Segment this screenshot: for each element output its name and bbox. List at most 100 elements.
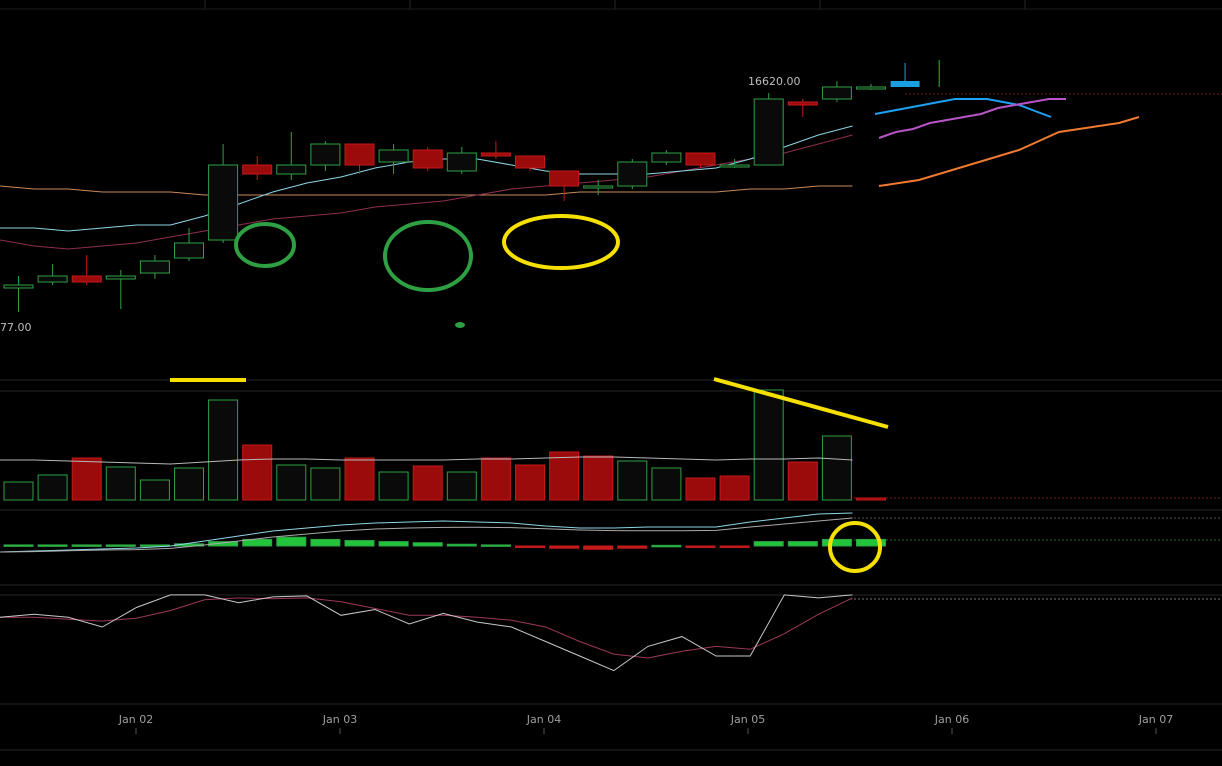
volume-bar [37,474,68,501]
stoch-d-line [0,597,853,659]
candle-body [139,260,170,274]
candle-body [71,275,102,283]
annotation-yellow-line [713,377,889,429]
macd-histogram-bar [208,541,239,547]
volume-bar [583,455,614,501]
candle-body [208,164,239,241]
volume-bar [3,481,34,501]
volume-bar [412,465,443,501]
macd-histogram-bar [787,541,818,547]
candle-body [617,161,648,187]
volume-bar [242,444,273,501]
macd-histogram-bar [821,538,852,547]
annotation-green-circle [383,220,473,292]
macd-histogram-bar [685,545,716,548]
stochastic-layer [0,594,853,672]
volume-bar [719,475,750,501]
macd-histogram-bar [37,544,68,547]
annotation-yellow-circle [502,214,620,270]
macd-histogram-bar [344,540,375,547]
x-axis: Jan 02 Jan 03 Jan 04 Jan 05 Jan 06 Jan 0… [118,713,1173,734]
price-high-label: 16620.00 [748,75,801,88]
candle-body [276,164,307,175]
candle-body [753,98,784,166]
volume-bar [71,457,102,501]
volume-bar [515,464,545,501]
candle-body [515,155,545,169]
volume-bar [139,479,170,501]
macd-signal-line [0,517,853,553]
annotations [170,214,889,573]
candle-body [719,164,750,168]
ma-long-line [0,185,853,196]
annotation-green-circle [234,222,296,268]
candle-body [344,143,375,166]
annotation-green-dot [455,322,465,328]
volume-bar [378,471,409,501]
candles-layer [3,60,940,312]
x-tick-label: Jan 07 [1138,713,1173,726]
projection-slow-line [878,98,1066,139]
volume-bar [617,460,648,501]
x-tick-label: Jan 03 [322,713,357,726]
candle-body [821,86,852,100]
projection-long-line [878,116,1140,187]
x-tick-label: Jan 05 [730,713,765,726]
projection-fast-line [874,98,1052,118]
macd-layer [0,512,886,553]
volume-bar [310,467,341,501]
macd-histogram-bar [310,538,341,547]
macd-histogram-bar [276,536,307,547]
macd-histogram-bar [719,545,750,548]
candle-body [480,152,511,157]
candle-body [37,275,68,283]
stoch-k-line [0,594,853,672]
volume-bar [787,461,818,501]
macd-histogram-bar [856,538,886,547]
candle-body [549,170,580,187]
candle-body [787,101,818,106]
volume-bar [753,389,784,501]
volume-bar [651,467,682,501]
volume-bar [344,457,375,501]
volume-bar [685,477,716,501]
price-low-label: 777.00 [0,321,32,334]
volume-layer [0,389,886,501]
x-tick-label: Jan 06 [934,713,969,726]
candle-body [242,164,273,175]
volume-ma-line [0,456,853,465]
volume-bar [105,466,136,501]
volume-bar [549,451,580,501]
forecast-candle-body [890,81,920,87]
macd-histogram-bar [378,541,409,547]
candle-body [378,149,409,163]
candle-body [446,152,477,172]
volume-bar [276,464,307,501]
macd-histogram-bar [446,543,477,547]
candle-body [412,149,443,169]
candle-body [105,275,136,280]
macd-histogram-bar [515,545,545,548]
candle-body [856,86,886,90]
volume-bar [208,399,239,501]
macd-histogram-bar [549,545,580,549]
volume-bar [480,457,511,501]
macd-line [0,512,853,553]
volume-bar [446,471,477,501]
macd-histogram-bar [412,542,443,547]
annotation-yellow-circle [828,521,882,573]
volume-bar [856,497,886,501]
macd-histogram-bar [480,544,511,547]
macd-histogram-bar [105,544,136,547]
macd-histogram-bar [651,544,682,548]
candle-body [583,185,614,189]
macd-histogram-bar [242,538,273,547]
macd-histogram-bar [583,545,614,550]
candle-body [651,152,682,163]
candle-body [685,152,716,166]
x-tick-label: Jan 04 [526,713,561,726]
macd-histogram-bar [71,544,102,547]
candle-body [174,242,204,259]
